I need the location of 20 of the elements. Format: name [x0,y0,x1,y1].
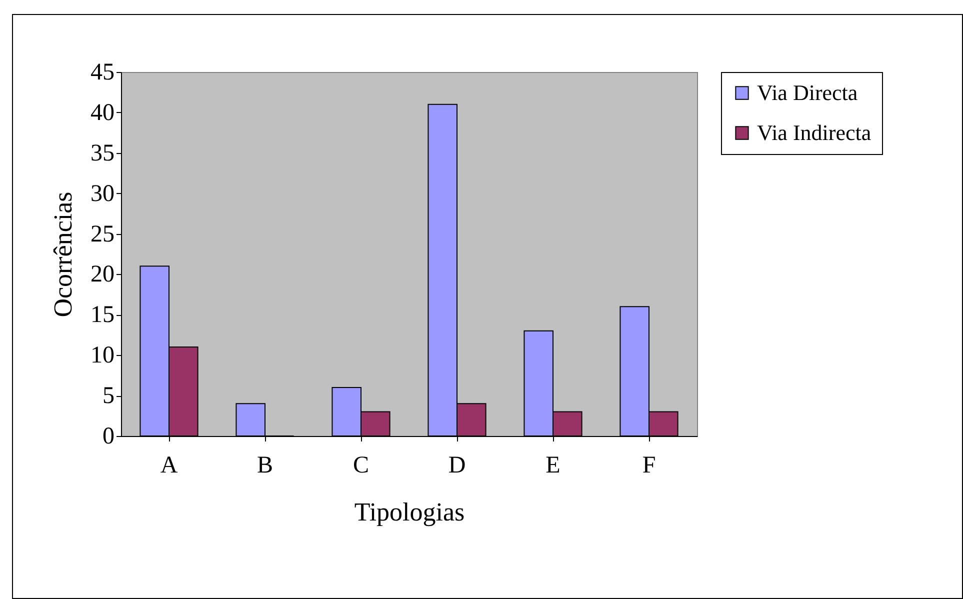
x-tick-label: D [448,452,466,478]
y-tick-label: 0 [102,424,114,450]
legend-label: Via Indirecta [757,120,872,145]
y-tick-label: 10 [90,342,114,369]
y-tick-label: 15 [90,302,114,328]
x-axis-title: Tipologias [354,498,465,526]
y-tick-label: 40 [90,100,114,126]
x-tick-label: A [160,452,178,478]
y-tick-label: 35 [90,140,114,166]
x-tick-label: C [352,452,370,478]
y-tick-label: 25 [90,221,114,248]
y-axis-title: Ocorrências [48,192,78,318]
y-tick-label: 20 [90,262,114,288]
x-tick-label: B [256,452,274,478]
y-tick-label: 30 [90,180,114,207]
y-tick-label: 5 [102,383,114,410]
x-tick-label: F [642,452,656,478]
x-tick-label: E [546,452,560,478]
legend-label: Via Directa [757,80,858,105]
y-tick-label: 45 [90,60,114,86]
